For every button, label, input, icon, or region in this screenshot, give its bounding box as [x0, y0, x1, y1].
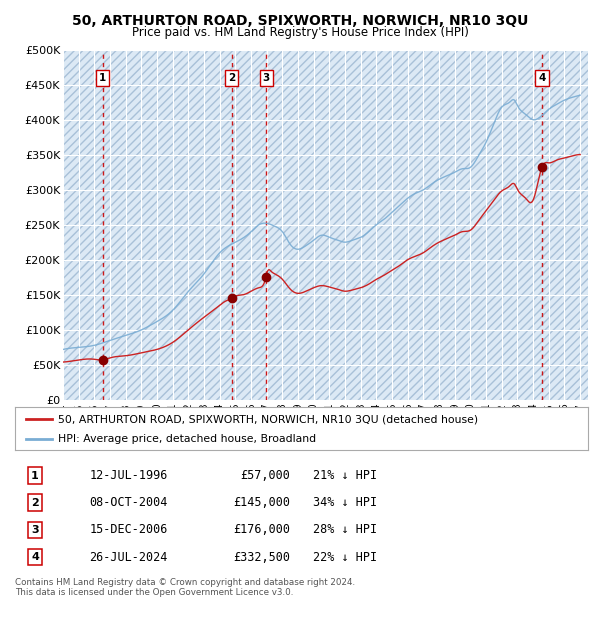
- Text: 15-DEC-2006: 15-DEC-2006: [89, 523, 168, 536]
- Text: 28% ↓ HPI: 28% ↓ HPI: [313, 523, 377, 536]
- Text: 4: 4: [31, 552, 39, 562]
- Text: 4: 4: [538, 73, 546, 82]
- Text: £57,000: £57,000: [240, 469, 290, 482]
- Text: Contains HM Land Registry data © Crown copyright and database right 2024.
This d: Contains HM Land Registry data © Crown c…: [15, 578, 355, 597]
- Text: 08-OCT-2004: 08-OCT-2004: [89, 497, 168, 509]
- Text: 3: 3: [31, 525, 39, 535]
- Text: 12-JUL-1996: 12-JUL-1996: [89, 469, 168, 482]
- Text: 34% ↓ HPI: 34% ↓ HPI: [313, 497, 377, 509]
- Text: 3: 3: [262, 73, 270, 82]
- Text: £145,000: £145,000: [233, 497, 290, 509]
- Text: £176,000: £176,000: [233, 523, 290, 536]
- Text: HPI: Average price, detached house, Broadland: HPI: Average price, detached house, Broa…: [58, 434, 316, 444]
- Text: 26-JUL-2024: 26-JUL-2024: [89, 551, 168, 564]
- Text: 2: 2: [228, 73, 235, 82]
- Text: 50, ARTHURTON ROAD, SPIXWORTH, NORWICH, NR10 3QU: 50, ARTHURTON ROAD, SPIXWORTH, NORWICH, …: [72, 14, 528, 28]
- Text: 22% ↓ HPI: 22% ↓ HPI: [313, 551, 377, 564]
- Text: 50, ARTHURTON ROAD, SPIXWORTH, NORWICH, NR10 3QU (detached house): 50, ARTHURTON ROAD, SPIXWORTH, NORWICH, …: [58, 414, 478, 424]
- Text: 21% ↓ HPI: 21% ↓ HPI: [313, 469, 377, 482]
- Text: 2: 2: [31, 498, 39, 508]
- Text: 1: 1: [31, 471, 39, 480]
- Text: Price paid vs. HM Land Registry's House Price Index (HPI): Price paid vs. HM Land Registry's House …: [131, 26, 469, 39]
- Text: £332,500: £332,500: [233, 551, 290, 564]
- Text: 1: 1: [99, 73, 106, 82]
